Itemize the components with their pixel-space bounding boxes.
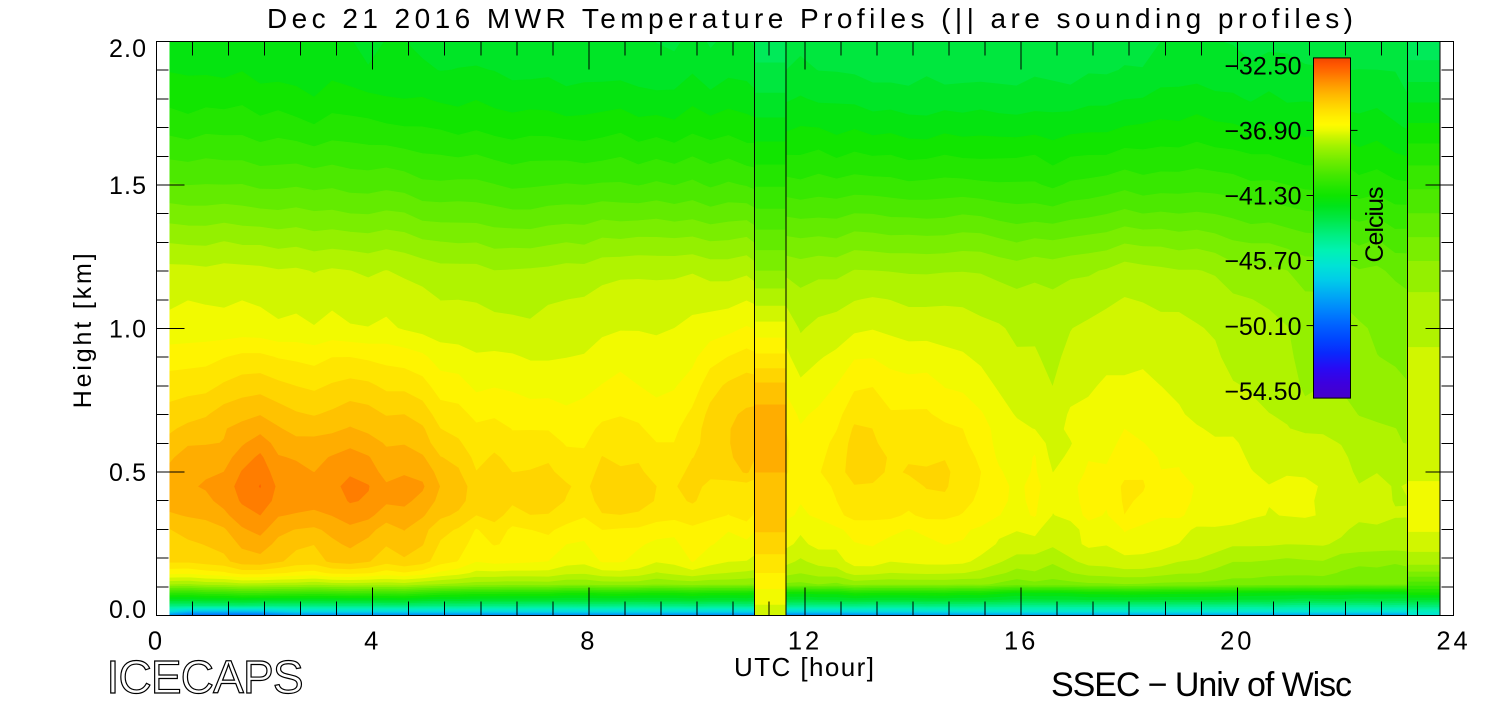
svg-text:12: 12 [788,628,822,656]
svg-text:−32.50: −32.50 [1224,53,1301,81]
svg-text:ICECAPS: ICECAPS [107,651,304,700]
svg-text:8: 8 [580,628,597,656]
svg-text:20: 20 [1220,628,1254,656]
svg-text:−41.30: −41.30 [1224,183,1301,211]
svg-text:0.0: 0.0 [109,596,146,624]
svg-text:UTC [hour]: UTC [hour] [734,652,874,682]
svg-text:Dec 21 2016 MWR Temperature Pr: Dec 21 2016 MWR Temperature Profiles (||… [267,3,1353,34]
svg-text:−54.50: −54.50 [1224,378,1301,406]
svg-text:0: 0 [148,628,165,656]
svg-text:4: 4 [364,628,381,656]
svg-text:1.0: 1.0 [109,315,146,343]
svg-text:SSEC − Univ of Wisc: SSEC − Univ of Wisc [1051,666,1352,700]
svg-text:−50.10: −50.10 [1224,313,1301,341]
svg-text:Celcius: Celcius [1361,187,1389,263]
svg-text:2.0: 2.0 [109,35,146,63]
svg-text:0.5: 0.5 [109,459,146,487]
svg-text:1.5: 1.5 [109,172,146,200]
svg-text:24: 24 [1436,628,1470,656]
svg-text:−36.90: −36.90 [1224,118,1301,146]
svg-text:16: 16 [1004,628,1038,656]
svg-text:−45.70: −45.70 [1224,248,1301,276]
